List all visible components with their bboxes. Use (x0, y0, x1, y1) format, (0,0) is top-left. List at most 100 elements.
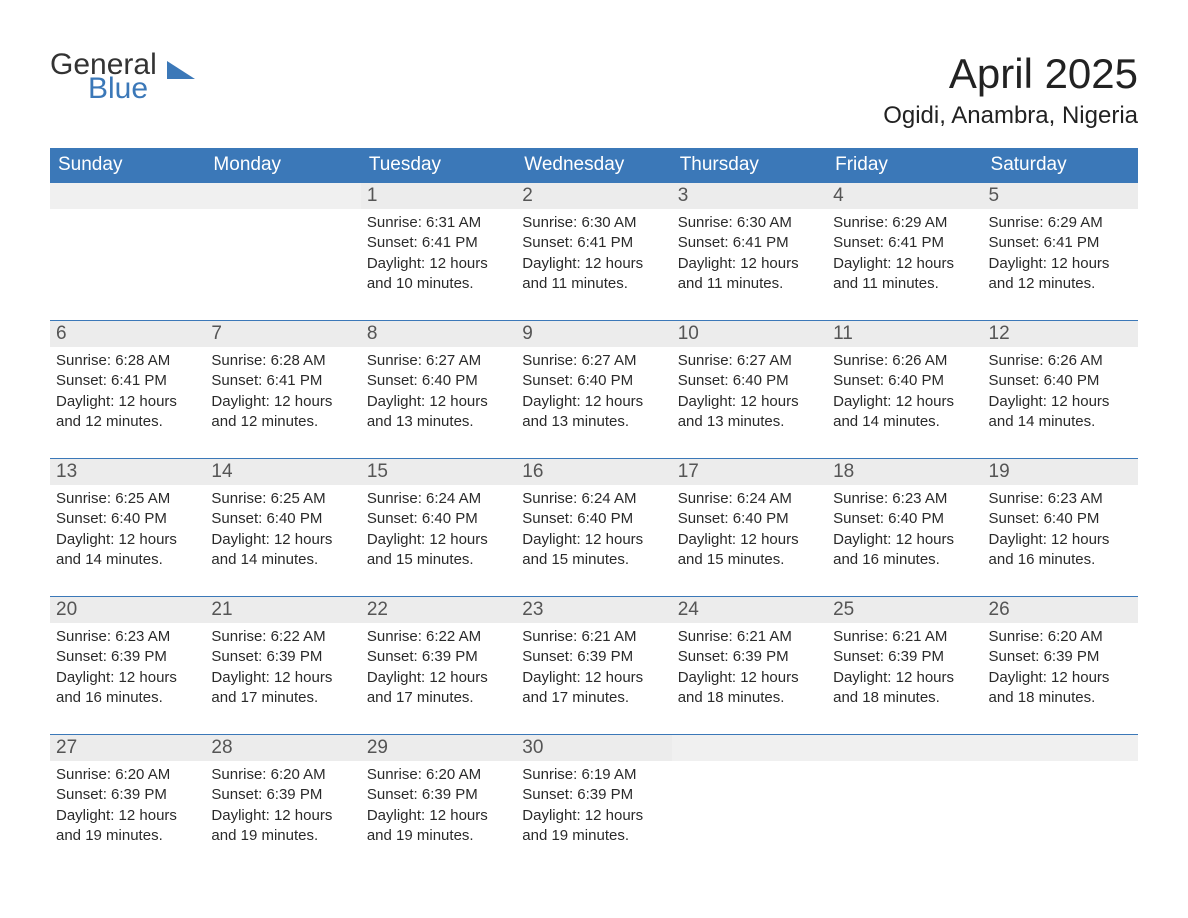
day-sunset: Sunset: 6:41 PM (367, 233, 510, 253)
day-sunset: Sunset: 6:41 PM (211, 371, 354, 391)
day-sunrise: Sunrise: 6:26 AM (989, 351, 1132, 371)
weekday-header-row: Sunday Monday Tuesday Wednesday Thursday… (50, 148, 1138, 182)
day-number: 20 (50, 597, 205, 623)
day-sunset: Sunset: 6:39 PM (989, 647, 1132, 667)
day-daylight2: and 12 minutes. (56, 412, 199, 432)
day-body: Sunrise: 6:27 AMSunset: 6:40 PMDaylight:… (672, 347, 827, 458)
day-sunset: Sunset: 6:41 PM (56, 371, 199, 391)
day-daylight2: and 13 minutes. (678, 412, 821, 432)
day-daylight1: Daylight: 12 hours (367, 530, 510, 550)
day-body: Sunrise: 6:23 AMSunset: 6:39 PMDaylight:… (50, 623, 205, 734)
day-daylight1: Daylight: 12 hours (56, 806, 199, 826)
day-daylight2: and 17 minutes. (522, 688, 665, 708)
day-body: Sunrise: 6:22 AMSunset: 6:39 PMDaylight:… (361, 623, 516, 734)
day-cell: 23Sunrise: 6:21 AMSunset: 6:39 PMDayligh… (516, 596, 671, 734)
day-cell: 25Sunrise: 6:21 AMSunset: 6:39 PMDayligh… (827, 596, 982, 734)
location-label: Ogidi, Anambra, Nigeria (883, 102, 1138, 130)
day-body: Sunrise: 6:27 AMSunset: 6:40 PMDaylight:… (516, 347, 671, 458)
day-daylight2: and 13 minutes. (367, 412, 510, 432)
day-daylight2: and 17 minutes. (211, 688, 354, 708)
day-sunset: Sunset: 6:39 PM (56, 785, 199, 805)
day-body (827, 761, 982, 791)
day-sunset: Sunset: 6:40 PM (56, 509, 199, 529)
day-number: 11 (827, 321, 982, 347)
day-number: 16 (516, 459, 671, 485)
day-number: 9 (516, 321, 671, 347)
day-number: 5 (983, 183, 1138, 209)
day-cell-empty (672, 734, 827, 872)
day-body: Sunrise: 6:27 AMSunset: 6:40 PMDaylight:… (361, 347, 516, 458)
day-sunset: Sunset: 6:39 PM (211, 785, 354, 805)
weekday-saturday: Saturday (983, 148, 1138, 182)
day-body: Sunrise: 6:21 AMSunset: 6:39 PMDaylight:… (516, 623, 671, 734)
day-cell: 12Sunrise: 6:26 AMSunset: 6:40 PMDayligh… (983, 320, 1138, 458)
day-number: 19 (983, 459, 1138, 485)
day-sunset: Sunset: 6:39 PM (211, 647, 354, 667)
day-daylight1: Daylight: 12 hours (678, 392, 821, 412)
day-cell: 6Sunrise: 6:28 AMSunset: 6:41 PMDaylight… (50, 320, 205, 458)
day-daylight2: and 19 minutes. (211, 826, 354, 846)
day-number: 15 (361, 459, 516, 485)
day-sunset: Sunset: 6:40 PM (833, 509, 976, 529)
day-daylight2: and 19 minutes. (56, 826, 199, 846)
day-daylight1: Daylight: 12 hours (211, 806, 354, 826)
day-daylight2: and 14 minutes. (989, 412, 1132, 432)
day-cell: 2Sunrise: 6:30 AMSunset: 6:41 PMDaylight… (516, 182, 671, 320)
day-cell: 24Sunrise: 6:21 AMSunset: 6:39 PMDayligh… (672, 596, 827, 734)
day-daylight1: Daylight: 12 hours (678, 530, 821, 550)
day-daylight2: and 18 minutes. (833, 688, 976, 708)
day-body: Sunrise: 6:20 AMSunset: 6:39 PMDaylight:… (205, 761, 360, 872)
day-number (827, 735, 982, 761)
day-cell: 5Sunrise: 6:29 AMSunset: 6:41 PMDaylight… (983, 182, 1138, 320)
day-daylight1: Daylight: 12 hours (989, 392, 1132, 412)
day-body: Sunrise: 6:20 AMSunset: 6:39 PMDaylight:… (361, 761, 516, 872)
day-cell-empty (827, 734, 982, 872)
day-daylight2: and 11 minutes. (678, 274, 821, 294)
day-daylight1: Daylight: 12 hours (522, 806, 665, 826)
day-body: Sunrise: 6:30 AMSunset: 6:41 PMDaylight:… (516, 209, 671, 320)
day-sunset: Sunset: 6:39 PM (522, 647, 665, 667)
day-daylight2: and 16 minutes. (989, 550, 1132, 570)
day-sunrise: Sunrise: 6:22 AM (367, 627, 510, 647)
day-daylight1: Daylight: 12 hours (833, 530, 976, 550)
day-number (50, 183, 205, 209)
day-daylight1: Daylight: 12 hours (367, 392, 510, 412)
day-body: Sunrise: 6:26 AMSunset: 6:40 PMDaylight:… (983, 347, 1138, 458)
day-sunrise: Sunrise: 6:27 AM (522, 351, 665, 371)
day-cell: 13Sunrise: 6:25 AMSunset: 6:40 PMDayligh… (50, 458, 205, 596)
day-body: Sunrise: 6:21 AMSunset: 6:39 PMDaylight:… (672, 623, 827, 734)
day-sunrise: Sunrise: 6:20 AM (989, 627, 1132, 647)
day-daylight2: and 11 minutes. (522, 274, 665, 294)
day-sunset: Sunset: 6:41 PM (989, 233, 1132, 253)
day-sunset: Sunset: 6:39 PM (56, 647, 199, 667)
day-cell: 8Sunrise: 6:27 AMSunset: 6:40 PMDaylight… (361, 320, 516, 458)
day-sunrise: Sunrise: 6:28 AM (56, 351, 199, 371)
weekday-monday: Monday (205, 148, 360, 182)
day-cell: 9Sunrise: 6:27 AMSunset: 6:40 PMDaylight… (516, 320, 671, 458)
day-sunrise: Sunrise: 6:20 AM (56, 765, 199, 785)
day-body: Sunrise: 6:30 AMSunset: 6:41 PMDaylight:… (672, 209, 827, 320)
day-sunrise: Sunrise: 6:20 AM (211, 765, 354, 785)
day-body: Sunrise: 6:28 AMSunset: 6:41 PMDaylight:… (50, 347, 205, 458)
day-daylight2: and 19 minutes. (522, 826, 665, 846)
day-daylight2: and 12 minutes. (211, 412, 354, 432)
day-cell: 29Sunrise: 6:20 AMSunset: 6:39 PMDayligh… (361, 734, 516, 872)
day-sunrise: Sunrise: 6:29 AM (989, 213, 1132, 233)
day-number: 27 (50, 735, 205, 761)
day-cell: 22Sunrise: 6:22 AMSunset: 6:39 PMDayligh… (361, 596, 516, 734)
day-sunrise: Sunrise: 6:30 AM (678, 213, 821, 233)
day-number: 21 (205, 597, 360, 623)
day-daylight2: and 18 minutes. (989, 688, 1132, 708)
day-cell: 21Sunrise: 6:22 AMSunset: 6:39 PMDayligh… (205, 596, 360, 734)
day-cell: 17Sunrise: 6:24 AMSunset: 6:40 PMDayligh… (672, 458, 827, 596)
header-row: General Blue April 2025 Ogidi, Anambra, … (50, 50, 1138, 130)
day-daylight2: and 15 minutes. (522, 550, 665, 570)
day-daylight1: Daylight: 12 hours (367, 806, 510, 826)
day-sunrise: Sunrise: 6:25 AM (211, 489, 354, 509)
day-daylight1: Daylight: 12 hours (56, 668, 199, 688)
title-block: April 2025 Ogidi, Anambra, Nigeria (883, 50, 1138, 130)
logo-text-blue: Blue (88, 74, 195, 104)
day-daylight2: and 14 minutes. (833, 412, 976, 432)
day-sunset: Sunset: 6:40 PM (678, 371, 821, 391)
day-number: 26 (983, 597, 1138, 623)
